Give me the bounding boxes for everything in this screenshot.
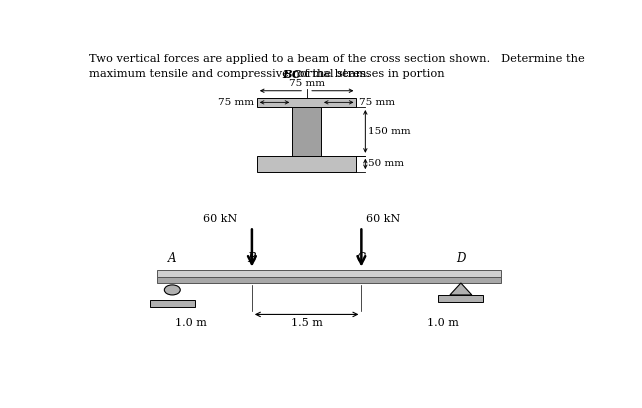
Text: of the beam.: of the beam. [294, 69, 370, 80]
Text: B: B [248, 252, 256, 265]
Polygon shape [450, 283, 472, 295]
Text: C: C [357, 252, 366, 265]
Text: 50 mm: 50 mm [368, 160, 404, 169]
Circle shape [164, 285, 180, 295]
Text: 1.0 m: 1.0 m [175, 317, 207, 328]
Text: 1.5 m: 1.5 m [291, 317, 322, 328]
Text: BC: BC [282, 69, 301, 80]
Text: 60 kN: 60 kN [203, 214, 237, 224]
Bar [157, 271, 501, 277]
Bar [157, 277, 501, 283]
Text: D: D [456, 252, 465, 265]
Bar [292, 107, 321, 156]
Bar [150, 299, 195, 306]
Text: Two vertical forces are applied to a beam of the cross section shown.   Determin: Two vertical forces are applied to a bea… [89, 54, 585, 64]
Bar [257, 98, 356, 107]
Text: 60 kN: 60 kN [367, 214, 401, 224]
Bar [438, 295, 483, 302]
Text: maximum tensile and compressive normal stresses in portion: maximum tensile and compressive normal s… [89, 69, 449, 80]
Text: 1.0 m: 1.0 m [426, 317, 458, 328]
Text: 75 mm: 75 mm [359, 98, 395, 107]
Text: 75 mm: 75 mm [218, 98, 254, 107]
Text: A: A [168, 252, 177, 265]
Text: 150 mm: 150 mm [368, 127, 410, 136]
Bar [257, 156, 356, 172]
Text: 75 mm: 75 mm [289, 79, 325, 88]
